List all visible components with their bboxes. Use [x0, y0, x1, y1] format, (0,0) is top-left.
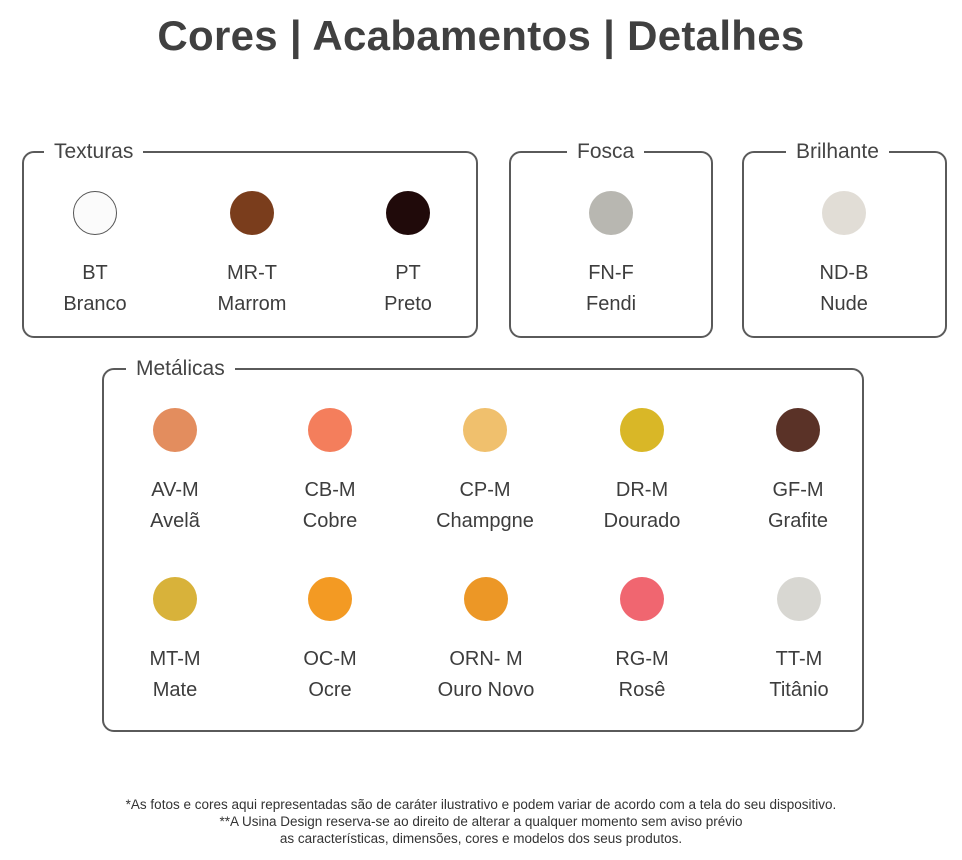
color-dot	[620, 408, 664, 452]
swatch-name: Cobre	[302, 510, 358, 532]
color-dot	[308, 408, 352, 452]
group-metalicas: Metálicas AV-M Avelã CB-M Cobre CP-M Cha…	[102, 356, 864, 732]
swatch-name: Avelã	[150, 510, 200, 532]
swatch-name: Marrom	[217, 293, 287, 315]
swatch-pt[interactable]: PT Preto	[348, 191, 468, 316]
color-dot	[777, 577, 821, 621]
swatch-cp-m[interactable]: CP-M Champgne	[425, 408, 545, 533]
swatch-name: Ouro Novo	[437, 679, 535, 701]
swatch-code: CB-M	[304, 479, 356, 501]
swatch-code: RG-M	[615, 648, 669, 670]
swatch-code: MR-T	[227, 262, 277, 284]
swatch-bt[interactable]: BT Branco	[35, 191, 155, 316]
group-label: Texturas	[44, 139, 144, 165]
disclaimer: *As fotos e cores aqui representadas são…	[0, 796, 962, 847]
group-fosca: Fosca FN-F Fendi	[509, 139, 713, 338]
swatch-tt-m[interactable]: TT-M Titânio	[739, 577, 859, 702]
group-label: Fosca	[567, 139, 645, 165]
page-title: Cores | Acabamentos | Detalhes	[157, 12, 805, 59]
color-dot	[464, 577, 508, 621]
swatch-name: Nude	[820, 293, 868, 315]
disclaimer-line-3: as características, dimensões, cores e m…	[279, 831, 683, 846]
color-dot	[73, 191, 117, 235]
swatch-name: Mate	[152, 679, 198, 701]
color-dot	[230, 191, 274, 235]
color-dot	[589, 191, 633, 235]
color-dot	[153, 408, 197, 452]
swatch-code: ORN- M	[449, 648, 523, 670]
swatch-name: Dourado	[603, 510, 681, 532]
swatch-code: BT	[82, 262, 108, 284]
color-dot	[463, 408, 507, 452]
swatch-name: Titânio	[769, 679, 829, 701]
group-label: Brilhante	[786, 139, 889, 165]
swatch-code: DR-M	[615, 479, 669, 501]
swatch-gf-m[interactable]: GF-M Grafite	[738, 408, 858, 533]
swatch-cb-m[interactable]: CB-M Cobre	[270, 408, 390, 533]
swatch-code: ND-B	[819, 262, 869, 284]
swatch-code: MT-M	[149, 648, 201, 670]
disclaimer-line-1: *As fotos e cores aqui representadas são…	[125, 797, 837, 812]
swatch-code: FN-F	[588, 262, 634, 284]
swatch-name: Preto	[384, 293, 432, 315]
swatch-mt-m[interactable]: MT-M Mate	[115, 577, 235, 702]
group-brilhante: Brilhante ND-B Nude	[742, 139, 947, 338]
group-texturas: Texturas BT Branco MR-T Marrom PT Preto	[22, 139, 478, 338]
swatch-dr-m[interactable]: DR-M Dourado	[582, 408, 702, 533]
swatch-name: Champgne	[436, 510, 534, 532]
disclaimer-line-2: **A Usina Design reserva-se ao direito d…	[219, 814, 743, 829]
color-dot	[153, 577, 197, 621]
swatch-oc-m[interactable]: OC-M Ocre	[270, 577, 390, 702]
color-dot	[776, 408, 820, 452]
swatch-mr-t[interactable]: MR-T Marrom	[192, 191, 312, 316]
swatch-name: Rosê	[618, 679, 666, 701]
swatch-code: GF-M	[772, 479, 824, 501]
swatch-rg-m[interactable]: RG-M Rosê	[582, 577, 702, 702]
swatch-code: OC-M	[303, 648, 357, 670]
swatch-name: Ocre	[308, 679, 352, 701]
color-dot	[386, 191, 430, 235]
swatch-code: CP-M	[459, 479, 511, 501]
swatch-fn-f[interactable]: FN-F Fendi	[551, 191, 671, 316]
swatch-av-m[interactable]: AV-M Avelã	[115, 408, 235, 533]
swatch-nd-b[interactable]: ND-B Nude	[784, 191, 904, 316]
group-label: Metálicas	[126, 356, 235, 382]
color-dot	[822, 191, 866, 235]
swatch-code: TT-M	[775, 648, 823, 670]
swatch-name: Branco	[63, 293, 127, 315]
color-dot	[308, 577, 352, 621]
swatch-code: AV-M	[151, 479, 199, 501]
swatch-name: Grafite	[767, 510, 829, 532]
swatch-name: Fendi	[585, 293, 637, 315]
swatch-code: PT	[395, 262, 421, 284]
color-dot	[620, 577, 664, 621]
swatch-orn-m[interactable]: ORN- M Ouro Novo	[426, 577, 546, 702]
